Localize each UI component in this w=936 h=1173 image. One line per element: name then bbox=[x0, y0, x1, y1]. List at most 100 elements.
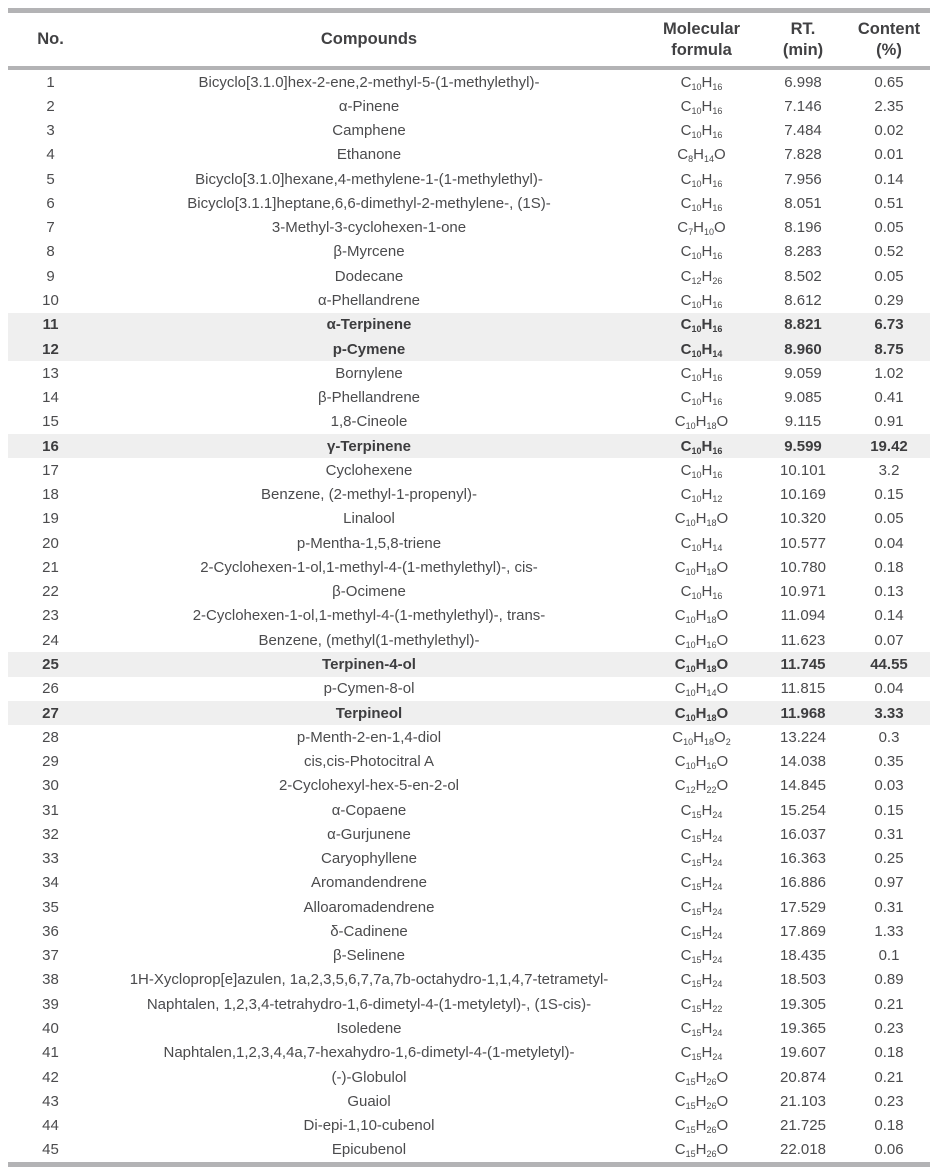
header-rt-line2: (min) bbox=[782, 40, 824, 59]
table-row: 23 2-Cyclohexen-1-ol,1-methyl-4-(1-methy… bbox=[8, 604, 930, 628]
retention-time: 10.320 bbox=[780, 510, 826, 528]
table-row: 30 2-Cyclohexyl-hex-5-en-2-ol C12H22O 14… bbox=[8, 774, 930, 798]
table-row: 31 α-Copaene C15H24 15.254 0.15 bbox=[8, 798, 930, 822]
retention-time: 16.886 bbox=[780, 874, 826, 892]
retention-time: 11.968 bbox=[780, 704, 826, 722]
retention-time: 7.828 bbox=[784, 146, 822, 164]
compound-name: Bicyclo[3.1.0]hex-2-ene,2-methyl-5-(1-me… bbox=[198, 73, 540, 91]
compound-name: Linalool bbox=[343, 510, 395, 528]
content-percent: 19.42 bbox=[870, 437, 908, 455]
molecular-formula: C10H14 bbox=[680, 340, 723, 359]
row-number: 20 bbox=[42, 534, 59, 552]
content-percent: 0.51 bbox=[874, 194, 904, 212]
table-row: 43 Guaiol C15H26O 21.103 0.23 bbox=[8, 1089, 930, 1113]
molecular-formula: C15H24 bbox=[680, 1019, 723, 1038]
header-no-label: No. bbox=[37, 30, 64, 49]
content-percent: 1.02 bbox=[874, 364, 904, 382]
compound-name: α-Terpinene bbox=[326, 316, 412, 334]
retention-time: 16.037 bbox=[780, 825, 826, 843]
content-percent: 2.35 bbox=[874, 97, 904, 115]
content-percent: 0.31 bbox=[874, 825, 904, 843]
retention-time: 7.956 bbox=[784, 170, 822, 188]
row-number: 1 bbox=[46, 73, 55, 91]
molecular-formula: C15H24 bbox=[680, 898, 723, 917]
content-percent: 0.41 bbox=[874, 389, 904, 407]
molecular-formula: C15H24 bbox=[680, 801, 723, 820]
content-percent: 0.18 bbox=[874, 558, 904, 576]
row-number: 14 bbox=[42, 389, 59, 407]
row-number: 43 bbox=[42, 1092, 59, 1110]
compound-name: Bicyclo[3.1.1]heptane,6,6-dimethyl-2-met… bbox=[187, 194, 551, 212]
molecular-formula: C10H16O bbox=[674, 631, 729, 650]
retention-time: 18.435 bbox=[780, 947, 826, 965]
retention-time: 11.623 bbox=[780, 631, 826, 649]
content-percent: 3.33 bbox=[874, 704, 904, 722]
compound-name: Dodecane bbox=[334, 267, 404, 285]
molecular-formula: C15H26O bbox=[674, 1141, 729, 1160]
retention-time: 14.845 bbox=[780, 777, 826, 795]
content-percent: 0.23 bbox=[874, 1092, 904, 1110]
table-row: 39 Naphtalen, 1,2,3,4-tetrahydro-1,6-dim… bbox=[8, 992, 930, 1016]
row-number: 39 bbox=[42, 995, 59, 1013]
row-number: 5 bbox=[46, 170, 55, 188]
table-row: 32 α-Gurjunene C15H24 16.037 0.31 bbox=[8, 822, 930, 846]
content-percent: 0.07 bbox=[874, 631, 904, 649]
molecular-formula: C15H24 bbox=[680, 922, 723, 941]
compound-name: 2-Cyclohexen-1-ol,1-methyl-4-(1-methylet… bbox=[192, 607, 546, 625]
molecular-formula: C10H16 bbox=[680, 122, 723, 141]
row-number: 6 bbox=[46, 194, 55, 212]
content-percent: 0.03 bbox=[874, 777, 904, 795]
molecular-formula: C15H24 bbox=[680, 971, 723, 990]
header-formula-line2: formula bbox=[671, 40, 732, 59]
content-percent: 0.02 bbox=[874, 122, 904, 140]
retention-time: 10.971 bbox=[780, 583, 826, 601]
content-percent: 3.2 bbox=[878, 461, 900, 479]
compound-name: p-Menth-2-en-1,4-diol bbox=[296, 728, 442, 746]
molecular-formula: C10H16 bbox=[680, 389, 723, 408]
row-number: 31 bbox=[42, 801, 59, 819]
compound-name: β-Ocimene bbox=[332, 583, 406, 601]
compound-name: Isoledene bbox=[336, 1019, 402, 1037]
row-number: 15 bbox=[42, 413, 59, 431]
molecular-formula: C10H16 bbox=[680, 194, 723, 213]
table-row: 27 Terpineol C10H18O 11.968 3.33 bbox=[8, 700, 930, 726]
compound-name: Naphtalen,1,2,3,4,4a,7-hexahydro-1,6-dim… bbox=[163, 1044, 575, 1062]
molecular-formula: C10H16 bbox=[680, 243, 723, 262]
compound-name: Alloaromadendrene bbox=[303, 898, 435, 916]
content-percent: 0.21 bbox=[874, 1068, 904, 1086]
row-number: 37 bbox=[42, 947, 59, 965]
retention-time: 8.283 bbox=[784, 243, 822, 261]
retention-time: 14.038 bbox=[780, 753, 826, 771]
molecular-formula: C10H16 bbox=[680, 73, 723, 92]
table-row: 11 α-Terpinene C10H16 8.821 6.73 bbox=[8, 312, 930, 337]
content-percent: 0.52 bbox=[874, 243, 904, 261]
content-percent: 0.18 bbox=[874, 1044, 904, 1062]
table-top-rule bbox=[8, 8, 930, 13]
compound-table: No. Compounds Molecular formula RT. (min… bbox=[8, 8, 930, 1167]
table-row: 8 β-Myrcene C10H16 8.283 0.52 bbox=[8, 240, 930, 264]
retention-time: 11.094 bbox=[780, 607, 826, 625]
header-content-line2: (%) bbox=[876, 40, 902, 59]
retention-time: 10.780 bbox=[780, 558, 826, 576]
content-percent: 0.04 bbox=[874, 680, 904, 698]
table-row: 15 1,8-Cineole C10H18O 9.115 0.91 bbox=[8, 410, 930, 434]
table-row: 34 Aromandendrene C15H24 16.886 0.97 bbox=[8, 871, 930, 895]
table-row: 19 Linalool C10H18O 10.320 0.05 bbox=[8, 507, 930, 531]
compound-name: Camphene bbox=[332, 122, 406, 140]
retention-time: 9.599 bbox=[784, 437, 822, 455]
row-number: 8 bbox=[46, 243, 55, 261]
row-number: 19 bbox=[42, 510, 59, 528]
header-formula-line1: Molecular bbox=[662, 19, 741, 38]
retention-time: 10.101 bbox=[780, 461, 826, 479]
row-number: 18 bbox=[42, 486, 59, 504]
molecular-formula: C10H16 bbox=[680, 170, 723, 189]
header-rt-line1: RT. bbox=[790, 19, 816, 38]
row-number: 23 bbox=[42, 607, 59, 625]
retention-time: 15.254 bbox=[780, 801, 826, 819]
molecular-formula: C7H10O bbox=[677, 219, 726, 238]
row-number: 9 bbox=[46, 267, 55, 285]
retention-time: 8.612 bbox=[784, 292, 822, 310]
row-number: 16 bbox=[42, 437, 59, 455]
molecular-formula: C15H26O bbox=[674, 1092, 729, 1111]
molecular-formula: C15H24 bbox=[680, 825, 723, 844]
